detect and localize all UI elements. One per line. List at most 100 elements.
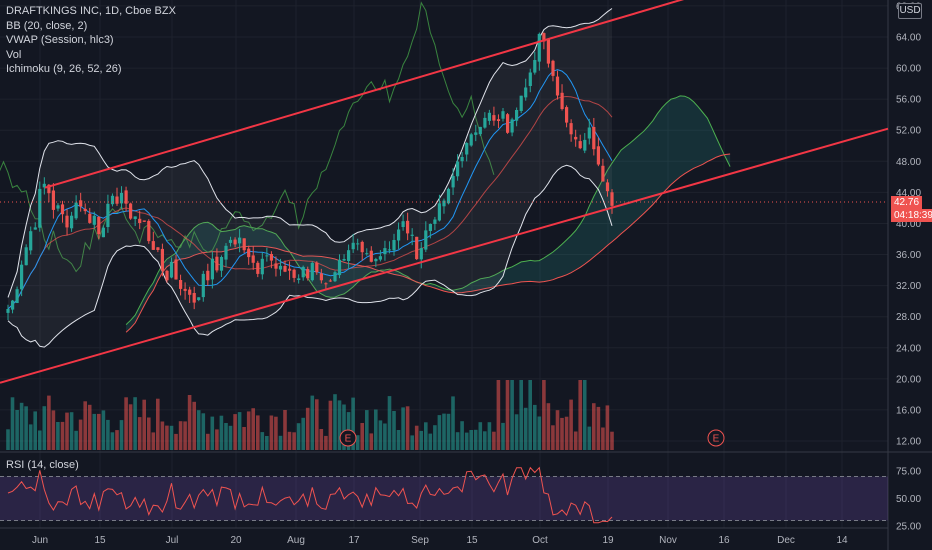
candle-body <box>106 203 110 227</box>
volume-bar <box>392 411 396 450</box>
candle-body <box>428 224 432 231</box>
volume-bar <box>501 422 505 450</box>
volume-bar <box>24 406 28 450</box>
candle-body <box>601 165 605 182</box>
candle-body <box>483 117 487 128</box>
candle-body <box>465 143 469 155</box>
candle-body <box>56 205 60 209</box>
time-tick-label: Jun <box>32 535 48 546</box>
candle-body <box>506 114 510 133</box>
volume-bar <box>87 404 92 450</box>
volume-bar <box>305 407 310 450</box>
price-tick-label: 52.00 <box>896 126 921 137</box>
volume-bar <box>201 413 206 450</box>
candle-body <box>451 176 455 188</box>
rsi-tick-label: 50.00 <box>896 494 921 505</box>
candle-body <box>592 127 596 150</box>
chart-legend: DRAFTKINGS INC, 1D, Cboe BZX BB (20, clo… <box>6 4 176 77</box>
candle-body <box>583 139 587 151</box>
candle-body <box>165 270 169 281</box>
volume-bar <box>510 380 514 450</box>
volume-bar <box>405 406 410 450</box>
candle-body <box>142 220 146 222</box>
volume-bar <box>610 431 614 450</box>
candle-body <box>92 215 96 225</box>
price-tick-label: 12.00 <box>896 437 921 448</box>
time-tick-label: 14 <box>836 535 848 546</box>
price-tick-label: 48.00 <box>896 157 921 168</box>
volume-bar <box>74 430 78 450</box>
volume-bar <box>464 432 469 450</box>
legend-title[interactable]: DRAFTKINGS INC, 1D, Cboe BZX <box>6 5 176 17</box>
candle-body <box>397 229 401 241</box>
volume-bar <box>569 399 573 450</box>
bb-lower <box>7 164 613 348</box>
price-tick-label: 24.00 <box>896 343 921 354</box>
candle-body <box>238 237 242 244</box>
candle-body <box>533 60 537 73</box>
volume-bar <box>287 431 292 450</box>
volume-bar <box>206 433 210 450</box>
time-tick-label: Jul <box>166 535 179 546</box>
candle-body <box>315 262 319 273</box>
volume-bar <box>396 430 401 450</box>
legend-ichimoku[interactable]: Ichimoku (9, 26, 52, 26) <box>6 63 122 75</box>
volume-bar <box>274 416 278 450</box>
time-tick-label: 20 <box>230 535 242 546</box>
volume-bar <box>355 435 360 450</box>
currency-button[interactable]: USD <box>898 3 922 19</box>
legend-vwap[interactable]: VWAP (Session, hlc3) <box>6 34 114 46</box>
volume-bar <box>596 406 601 450</box>
candle-body <box>11 300 15 310</box>
candle-body <box>138 218 142 223</box>
candle-body <box>101 227 105 238</box>
candle-body <box>65 215 69 228</box>
rsi-legend[interactable]: RSI (14, close) <box>6 459 79 471</box>
volume-bar <box>133 397 137 450</box>
candle-body <box>124 190 128 204</box>
candle-body <box>528 72 532 86</box>
volume-bar <box>260 432 265 450</box>
volume-bar <box>101 410 106 450</box>
candle-body <box>301 266 305 278</box>
volume-bar <box>15 410 19 450</box>
volume-bar <box>419 430 423 450</box>
candle-body <box>442 200 446 207</box>
volume-bar <box>473 429 478 450</box>
volume-bar <box>47 395 51 450</box>
legend-vol[interactable]: Vol <box>6 48 22 61</box>
candle-body <box>183 288 187 291</box>
volume-bar <box>65 412 69 450</box>
volume-bar <box>324 435 328 450</box>
candle-body <box>38 188 42 228</box>
candle-body <box>519 95 523 111</box>
volume-bar <box>414 425 419 450</box>
candle-body <box>133 216 137 219</box>
candle-body <box>174 259 178 280</box>
candle-body <box>29 231 33 251</box>
volume-bar <box>446 413 451 450</box>
volume-bar <box>246 411 251 450</box>
candle-body <box>74 202 78 219</box>
candle-body <box>33 227 37 230</box>
volume-bar <box>83 401 87 450</box>
candle-body <box>378 256 382 260</box>
candle-body <box>515 110 519 121</box>
candle-body <box>251 255 255 263</box>
legend-bb[interactable]: BB (20, close, 2) <box>6 19 88 32</box>
earnings-marker <box>707 429 725 447</box>
volume-bar <box>505 380 510 450</box>
candle-body <box>51 190 55 210</box>
volume-bar <box>582 380 587 450</box>
volume-bar <box>56 422 60 450</box>
ichimoku-cloud <box>126 95 731 333</box>
volume-bar <box>365 410 369 450</box>
candle-body <box>256 262 260 274</box>
volume-bar <box>337 400 342 450</box>
time-tick-label: Sep <box>411 535 429 546</box>
candle-body <box>47 184 51 194</box>
volume-bar <box>28 424 33 450</box>
volume-bar <box>410 435 414 450</box>
